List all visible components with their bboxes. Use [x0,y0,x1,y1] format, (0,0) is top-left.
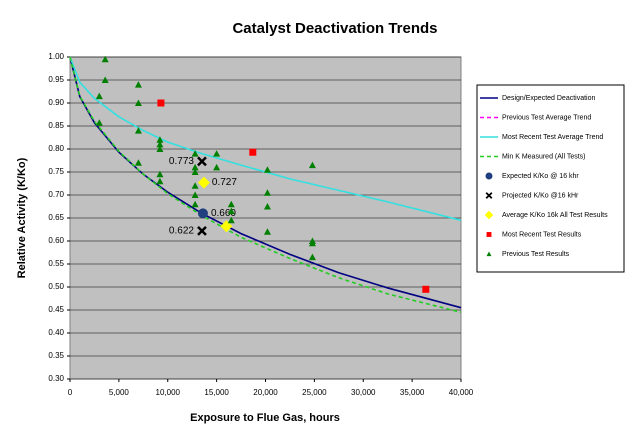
y-tick-label: 0.70 [48,190,64,199]
x-tick-label: 15,000 [204,388,229,397]
y-tick-label: 0.50 [48,282,64,291]
data-label: 0.727 [212,177,237,188]
point [308,253,316,261]
y-tick-label: 0.45 [48,305,64,314]
point [213,150,221,157]
trend-line [69,56,462,314]
y-tick-label: 0.90 [48,98,64,107]
y-axis-label: Relative Activity (K/Ko) [16,157,28,278]
legend [476,84,625,273]
point [156,136,164,143]
legend-label: Average K/Ko 16k All Test Results [502,212,608,219]
point [197,225,207,236]
legend-label: Previous Test Results [502,251,570,258]
point [197,208,208,219]
point [191,191,199,198]
y-tick-label: 0.80 [48,144,64,153]
point [134,99,142,106]
y-tick-label: 0.55 [48,259,64,268]
point [191,150,199,157]
legend-label: Most Recent Test Results [502,231,582,238]
y-tick-label: 0.75 [48,167,64,176]
trend-line [69,56,462,222]
point [191,163,199,171]
y-tick-label: 0.85 [48,121,64,130]
legend-swatch [485,172,493,180]
x-axis-label: Exposure to Flue Gas, hours [190,412,340,424]
point [101,76,109,83]
point [156,140,164,148]
x-tick-label: 30,000 [351,388,376,397]
x-tick-label: 35,000 [400,388,425,397]
y-tick-label: 0.40 [48,328,64,337]
point [156,170,164,178]
point [95,119,103,126]
point [227,207,235,215]
chart-title: Catalyst Deactivation Trends [232,20,437,37]
point [308,161,316,169]
point [95,92,103,100]
legend-label: Most Recent Test Average Trend [502,134,603,141]
point [191,168,199,175]
legend-label: Previous Test Average Trend [502,114,591,121]
y-tick-label: 0.30 [48,374,64,383]
point [157,99,165,107]
legend-swatch [485,192,493,199]
point [263,189,271,196]
x-tick-label: 5,000 [109,388,130,397]
point [422,285,430,293]
y-tick-label: 0.60 [48,236,64,245]
point [197,176,210,189]
point [227,216,235,224]
point [213,163,221,171]
legend-label: Min K Measured (All Tests) [502,153,586,160]
point [308,239,316,247]
point [197,156,207,167]
x-tick-label: 20,000 [253,388,278,397]
x-tick-label: 0 [68,388,73,397]
point [249,148,257,156]
point [263,166,271,173]
point [191,182,199,189]
point [134,127,142,134]
point [134,159,142,166]
legend-swatch [486,232,492,237]
y-tick-label: 1.00 [48,52,64,61]
point [101,55,109,63]
point [156,177,164,185]
y-tick-label: 0.35 [48,351,64,360]
data-label: 0.773 [169,156,194,167]
point [191,200,199,208]
point [227,200,235,208]
y-tick-label: 0.65 [48,213,64,222]
point [263,203,271,210]
data-label: 0.660 [211,208,236,219]
point [156,145,164,152]
data-label: 0.622 [169,226,194,237]
y-tick-label: 0.95 [48,75,64,84]
legend-label: Projected K/Ko @16 kHr [502,192,579,199]
x-tick-label: 40,000 [449,388,474,397]
legend-label: Expected K/Ko @ 16 khr [502,173,579,180]
legend-label: Design/Expected Deactivation [502,95,595,102]
x-tick-label: 10,000 [156,388,181,397]
point [263,228,271,235]
x-tick-label: 25,000 [302,388,327,397]
point [134,81,142,88]
legend-swatch [486,251,492,257]
